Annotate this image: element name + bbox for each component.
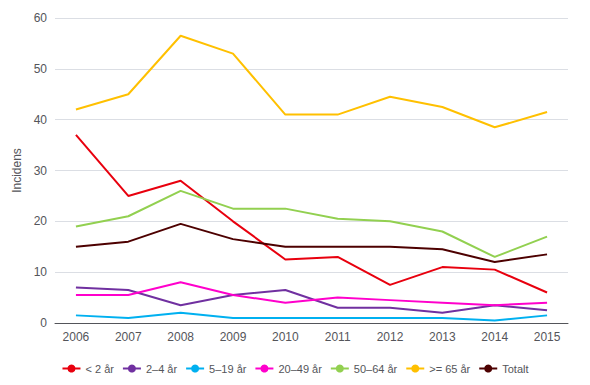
svg-text:2006: 2006: [63, 330, 90, 344]
svg-text:2013: 2013: [429, 330, 456, 344]
svg-text:2015: 2015: [534, 330, 561, 344]
svg-text:2011: 2011: [325, 330, 351, 344]
svg-text:2008: 2008: [167, 330, 194, 344]
svg-text:2007: 2007: [115, 330, 142, 344]
svg-text:40: 40: [34, 113, 48, 127]
svg-text:>= 65 år: >= 65 år: [429, 363, 470, 375]
svg-text:0: 0: [40, 316, 47, 330]
svg-text:30: 30: [34, 164, 48, 178]
svg-text:Totalt: Totalt: [502, 363, 528, 375]
svg-text:20–49 år: 20–49 år: [278, 363, 322, 375]
svg-text:50: 50: [34, 62, 48, 76]
svg-text:5–19 år: 5–19 år: [209, 363, 247, 375]
svg-text:60: 60: [34, 11, 48, 25]
svg-text:10: 10: [34, 265, 48, 279]
svg-text:2010: 2010: [272, 330, 299, 344]
svg-text:2012: 2012: [377, 330, 404, 344]
svg-text:2014: 2014: [481, 330, 508, 344]
svg-text:Incidens: Incidens: [10, 148, 24, 193]
svg-text:< 2 år: < 2 år: [85, 363, 114, 375]
svg-text:50–64 år: 50–64 år: [354, 363, 398, 375]
svg-text:2009: 2009: [220, 330, 247, 344]
svg-text:2–4 år: 2–4 år: [146, 363, 178, 375]
svg-text:20: 20: [34, 214, 48, 228]
